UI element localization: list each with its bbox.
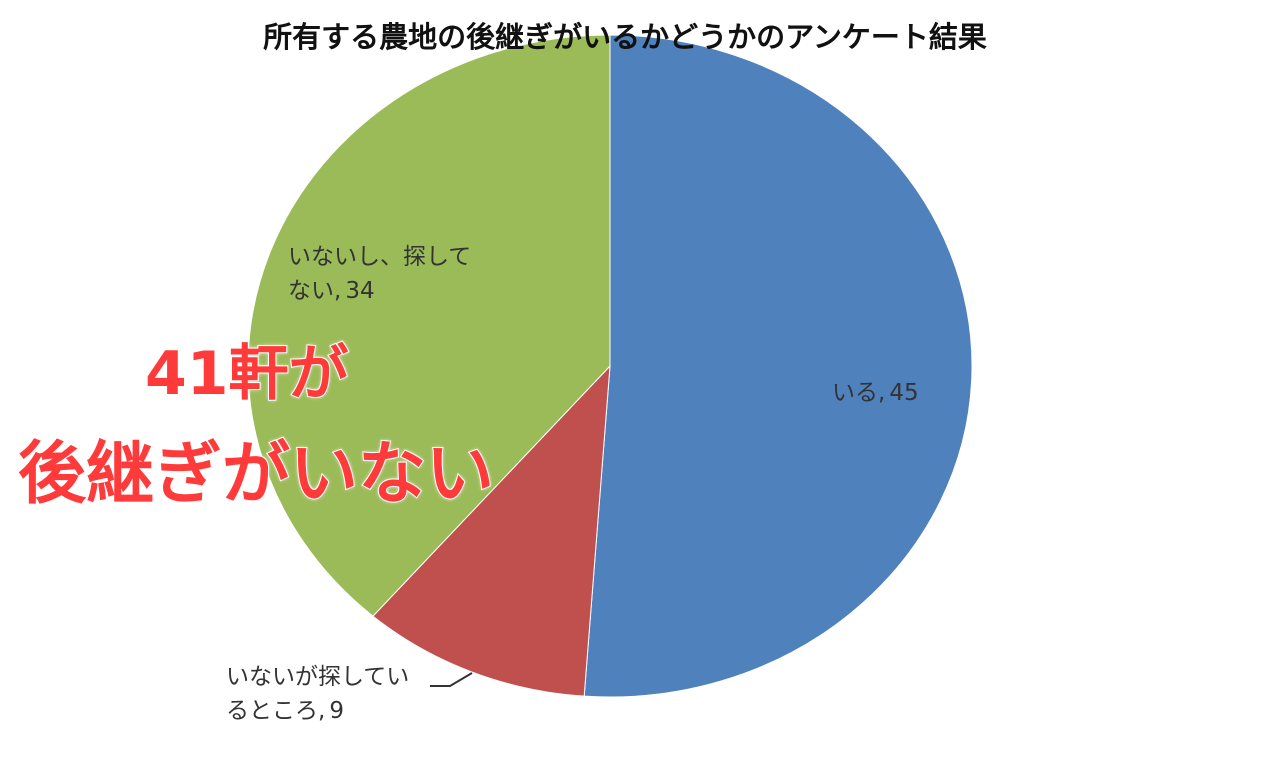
pie-slice <box>247 34 611 617</box>
category-label: いないが探しているところ <box>226 664 409 724</box>
category-label: いる <box>832 380 885 406</box>
slice-label: いる45 <box>832 376 992 410</box>
value-label: 9 <box>329 698 344 724</box>
slice-label: いないが探しているところ9 <box>226 660 426 728</box>
pie-slice <box>583 34 973 698</box>
value-label: 45 <box>889 380 919 406</box>
chart-title: 所有する農地の後継ぎがいるかどうかのアンケート結果 <box>263 20 987 54</box>
annotation: 後継ぎがいない <box>17 434 495 515</box>
annotation: 41軒が <box>144 338 349 410</box>
leader-line <box>430 672 473 687</box>
category-label: いないし、探してない <box>288 244 471 304</box>
value-label: 34 <box>345 278 375 304</box>
slice-label: いないし、探してない34 <box>288 240 473 308</box>
pie-slice <box>372 364 611 697</box>
